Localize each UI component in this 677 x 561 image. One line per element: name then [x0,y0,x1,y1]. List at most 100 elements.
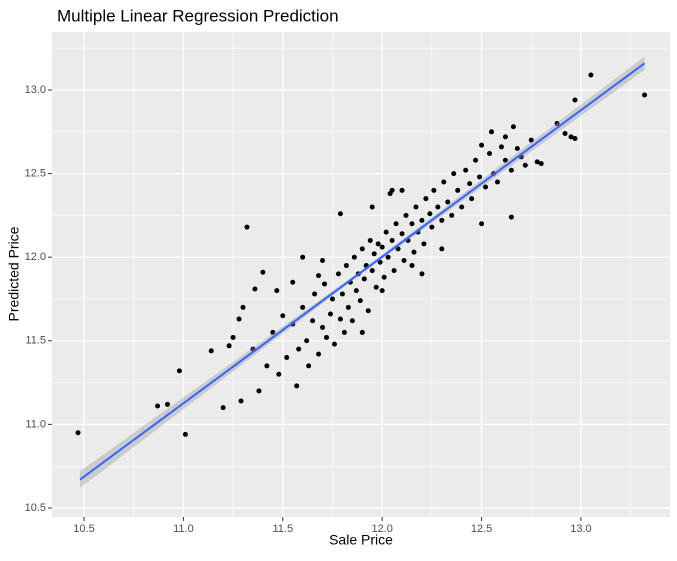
data-point [256,388,262,394]
x-tick-label: 11.5 [272,523,293,535]
data-point [479,221,485,227]
data-point [312,291,318,297]
data-point [395,246,401,252]
data-point [220,405,226,411]
data-point [252,286,258,292]
regression-line [79,62,646,481]
data-point [528,137,534,143]
y-tick-label: 13.0 [25,84,46,96]
data-point [316,273,322,279]
data-point [310,318,316,324]
data-point [411,249,417,255]
data-point [427,211,433,217]
data-point [431,187,437,193]
data-point [280,313,286,319]
data-point [304,338,310,344]
data-point [379,244,385,250]
data-point [409,263,415,269]
data-point [399,187,405,193]
data-point [413,204,419,210]
y-tick-label: 11.5 [25,335,46,347]
data-point [300,254,306,260]
x-tick-label: 13.0 [570,523,591,535]
data-point [373,284,379,290]
x-tick-label: 11.0 [173,523,194,535]
data-point [441,179,447,185]
data-point [455,187,461,193]
data-point [335,271,341,277]
data-point [487,151,493,157]
data-point [359,329,365,335]
data-point [351,254,357,260]
data-point [385,254,391,260]
data-point [264,363,270,369]
x-tick-label: 10.5 [73,523,94,535]
data-point [477,174,483,180]
data-point [343,263,349,269]
data-point [508,167,514,173]
data-point [445,199,451,205]
data-point [320,258,326,264]
data-point [320,324,326,330]
data-point [522,162,528,168]
data-point [316,351,322,357]
data-point [236,316,242,322]
data-point [399,231,405,237]
data-point [409,221,415,227]
data-point [270,329,276,335]
data-point [322,281,328,287]
data-point [274,288,280,294]
y-tick-label: 10.5 [25,502,46,514]
data-point [419,271,425,277]
data-point [327,311,333,317]
data-point [562,130,568,136]
data-point [588,72,594,78]
data-point [403,212,409,218]
data-point [276,371,282,377]
data-point [467,181,473,187]
data-point [514,146,520,152]
data-point [572,135,578,141]
y-tick-label: 12.0 [25,251,46,263]
data-point [329,296,335,302]
data-point [435,204,441,210]
data-point [369,268,375,274]
data-point [331,341,337,347]
data-point [294,383,300,389]
data-point [421,241,427,247]
data-point [345,304,351,310]
data-point [182,431,188,437]
data-point [498,144,504,150]
data-point [449,212,455,218]
data-point [349,318,355,324]
data-point [572,97,578,103]
y-axis-label: Predicted Price [6,226,22,321]
data-point [341,329,347,335]
data-point [401,258,407,264]
data-point [383,229,389,235]
plot-panel [52,32,670,517]
data-point [502,157,508,163]
x-tick-label: 12.5 [471,523,492,535]
data-point [306,363,312,369]
data-point [642,92,648,98]
data-point [337,316,343,322]
y-tick-label: 12.5 [25,168,46,180]
data-point [339,291,345,297]
data-point [176,368,182,374]
data-point [568,134,574,140]
data-point [324,334,330,340]
data-point [379,288,385,294]
chart-title: Multiple Linear Regression Prediction [57,6,339,25]
data-point [483,184,489,190]
data-point [230,334,236,340]
x-tick-label: 12.0 [371,523,392,535]
x-axis-label: Sale Price [329,532,393,548]
data-point [284,355,290,361]
data-point [469,196,475,202]
data-point [244,224,250,230]
data-point [439,246,445,252]
data-point [508,214,514,220]
data-point [459,204,465,210]
